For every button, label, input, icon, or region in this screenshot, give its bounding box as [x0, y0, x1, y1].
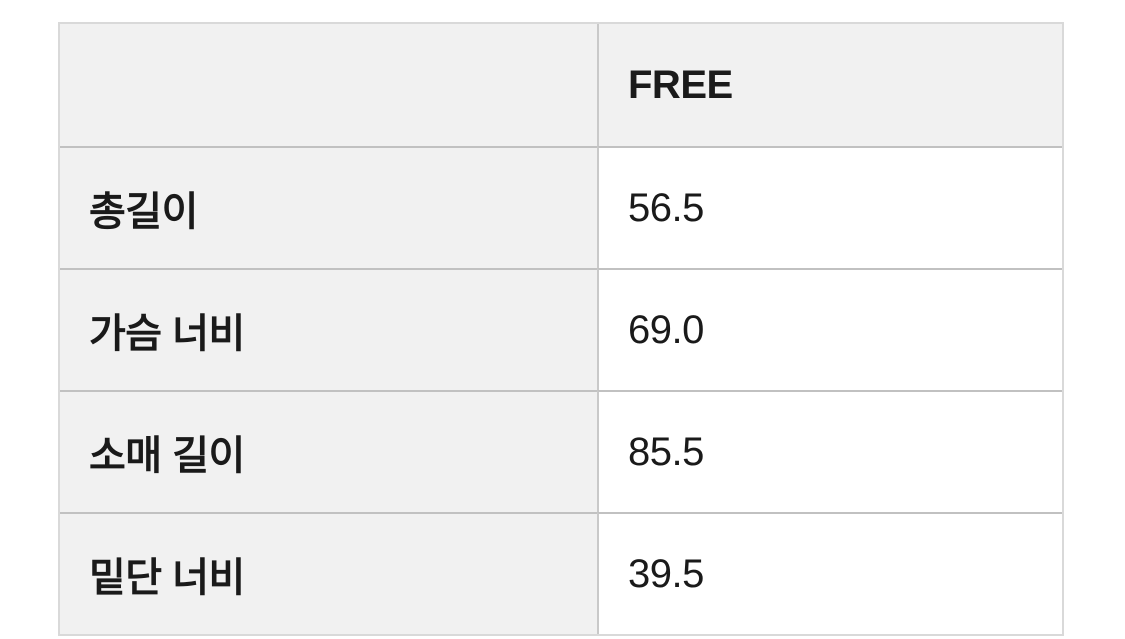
size-chart-table: FREE 총길이 56.5 가슴 너비 69.0 소매 길이 85.5 밑단 너… [58, 22, 1064, 636]
row-value-total-length: 56.5 [597, 146, 1062, 268]
header-corner-cell [60, 24, 597, 146]
row-label-chest-width: 가슴 너비 [60, 268, 597, 390]
header-free-cell: FREE [597, 24, 1062, 146]
row-label-sleeve-length: 소매 길이 [60, 390, 597, 512]
row-label-total-length: 총길이 [60, 146, 597, 268]
row-label-hem-width: 밑단 너비 [60, 512, 597, 634]
row-value-sleeve-length: 85.5 [597, 390, 1062, 512]
row-value-chest-width: 69.0 [597, 268, 1062, 390]
row-value-hem-width: 39.5 [597, 512, 1062, 634]
